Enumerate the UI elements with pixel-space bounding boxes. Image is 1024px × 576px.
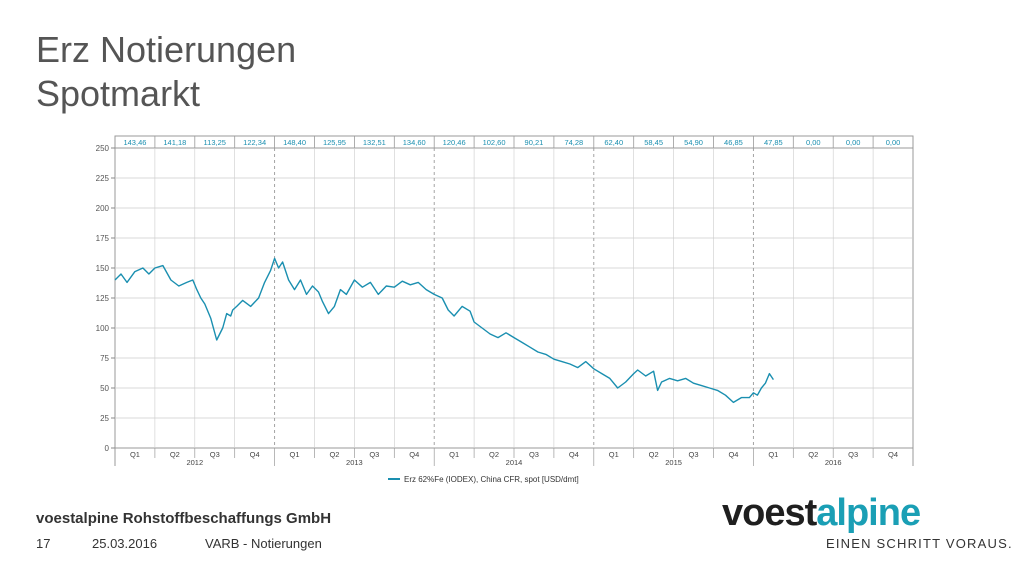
x-quarter-label: Q1 [449,450,459,459]
x-quarter-label: Q4 [409,450,419,459]
x-quarter-label: Q1 [609,450,619,459]
x-quarter-label: Q3 [529,450,539,459]
y-tick-label: 150 [96,264,110,273]
x-quarter-label: Q3 [210,450,220,459]
quarter-average-label: 74,28 [564,138,583,147]
iron-ore-price-chart: 0 25 50 75 100 125 150 175 200 225 250 143,46 141,18… [96,135,914,484]
quarter-average-label: 141,18 [163,138,186,147]
y-tick-label: 250 [96,144,110,153]
x-quarter-label: Q3 [689,450,699,459]
x-quarter-label: Q3 [848,450,858,459]
x-quarter-label: Q4 [888,450,898,459]
x-year-label: 2015 [665,458,682,467]
series-line-iodex [114,257,774,404]
x-quarter-label: Q4 [250,450,260,459]
y-tick-label: 200 [96,204,110,213]
quarter-average-label: 62,40 [604,138,623,147]
quarter-average-label: 46,85 [724,138,743,147]
y-tick-label: 75 [100,354,109,363]
page-number: 17 [36,536,51,551]
x-year-label: 2012 [186,458,203,467]
quarter-average-label: 90,21 [525,138,544,147]
x-quarter-label: Q1 [768,450,778,459]
voestalpine-logo: voestalpine [722,492,921,535]
quarter-average-label: 47,85 [764,138,783,147]
legend-label: Erz 62%Fe (IODEX), China CFR, spot [USD/… [404,475,579,484]
y-tick-label: 25 [100,414,109,423]
quarter-average-label: 148,40 [283,138,306,147]
footer-subject: VARB - Notierungen [205,536,322,551]
slide-title: Erz Notierungen Spotmarkt [36,28,296,116]
x-year-label: 2016 [825,458,842,467]
quarter-average-label: 132,51 [363,138,386,147]
y-tick-label: 50 [100,384,109,393]
quarter-average-label: 134,60 [403,138,426,147]
quarter-average-label: 113,25 [204,138,226,147]
x-quarter-label: Q4 [728,450,738,459]
slogan: EINEN SCHRITT VORAUS. [826,536,1013,551]
quarter-average-label: 0,00 [806,138,821,147]
quarter-average-label: 122,34 [243,138,266,147]
quarter-average-label: 0,00 [846,138,861,147]
y-tick-label: 175 [96,234,110,243]
x-quarter-label: Q2 [489,450,499,459]
company-name: voestalpine Rohstoffbeschaffungs GmbH [36,510,332,527]
x-quarter-label: Q2 [808,450,818,459]
x-quarter-label: Q2 [329,450,339,459]
quarter-average-label: 102,60 [483,138,506,147]
quarter-average-label: 0,00 [886,138,901,147]
logo-text-part2: alpine [816,492,921,534]
quarter-average-label: 58,45 [644,138,663,147]
x-year-label: 2013 [346,458,363,467]
x-quarter-label: Q1 [290,450,300,459]
y-tick-label: 0 [105,444,110,453]
x-quarter-label: Q4 [569,450,579,459]
quarter-average-label: 125,95 [323,138,346,147]
y-tick-label: 100 [96,324,110,333]
logo-text-part1: voest [722,492,817,534]
quarter-average-label: 143,46 [123,138,146,147]
title-line-2: Spotmarkt [36,73,201,114]
title-line-1: Erz Notierungen [36,29,297,70]
x-quarter-label: Q2 [649,450,659,459]
x-quarter-label: Q1 [130,450,140,459]
footer-date: 25.03.2016 [92,536,158,551]
y-tick-label: 225 [96,174,110,183]
x-quarter-label: Q3 [369,450,379,459]
y-tick-label: 125 [96,294,110,303]
x-quarter-label: Q2 [170,450,180,459]
quarter-average-label: 54,90 [684,138,703,147]
x-year-label: 2014 [506,458,523,467]
quarter-average-label: 120,46 [443,138,466,147]
